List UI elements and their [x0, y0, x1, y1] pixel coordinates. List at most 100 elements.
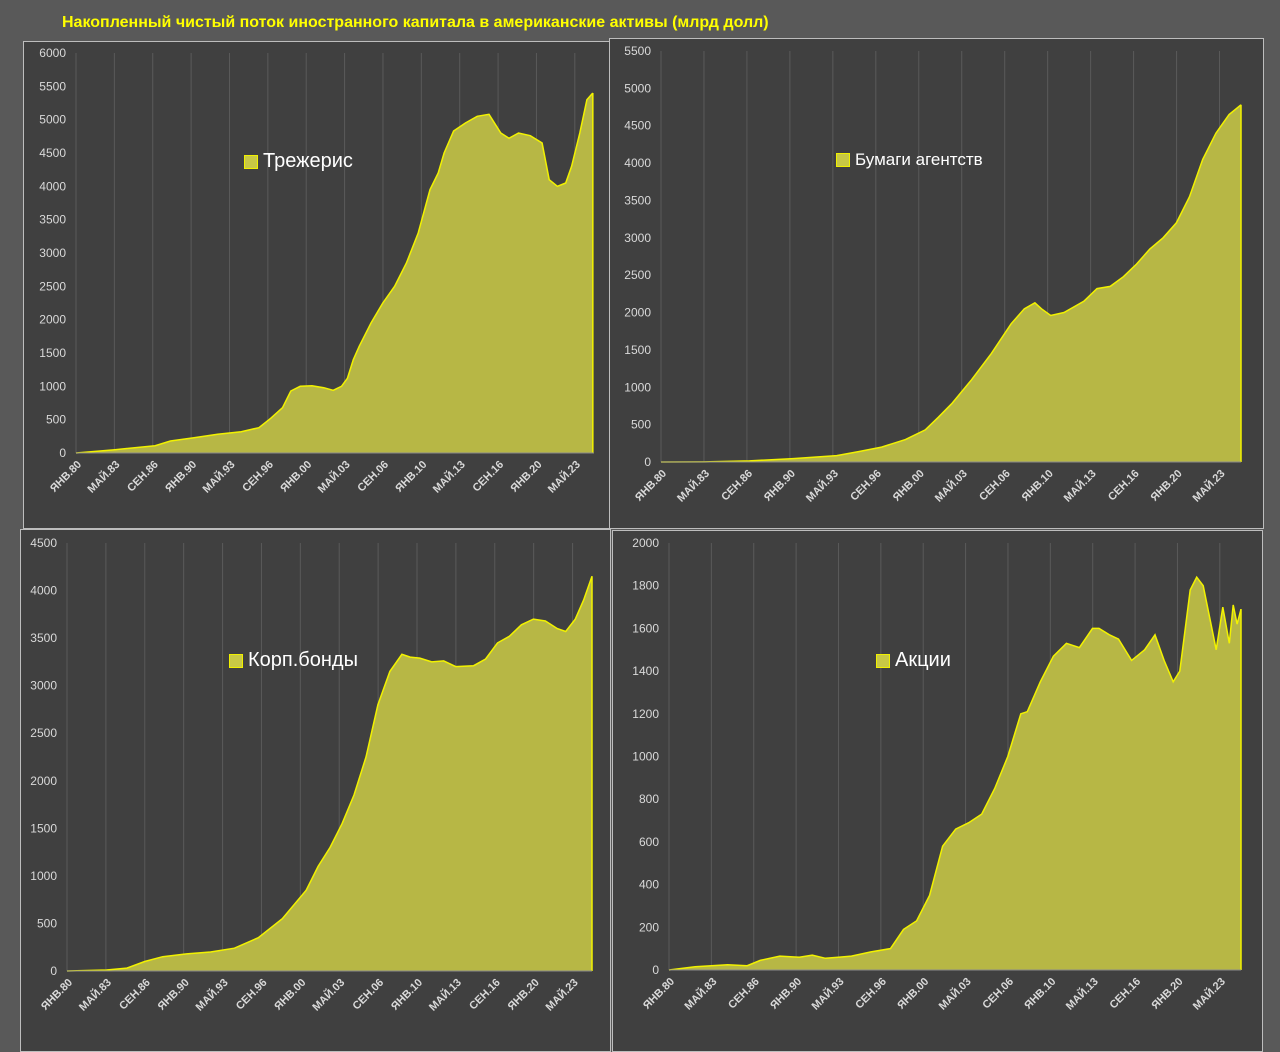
x-tick-label: МАЙ.83: [85, 458, 123, 496]
y-tick-label: 4500: [30, 536, 57, 550]
x-tick-label: ЯНВ.80: [48, 459, 84, 495]
y-tick-label: 1000: [30, 869, 57, 883]
x-tick-label: ЯНВ.00: [891, 468, 927, 504]
corporate-bonds-chart: 0 500 1000 1500 2000 2500 3000 3500 4000 4500 ЯНВ.…: [30, 536, 593, 1014]
equities-chart: 0 200 400 600 800 1000 1200 1400 1600 1800 2000 ЯНВ…: [632, 536, 1242, 1013]
y-tick-label: 800: [639, 792, 659, 806]
x-tick-label: ЯНВ.00: [895, 976, 931, 1012]
y-tick-label: 600: [639, 835, 659, 849]
chart-panel-agency: 0 500 1000 1500 2000 2500 3000 3500 4000 4500 5000…: [609, 38, 1264, 529]
y-tick-label: 3000: [624, 231, 651, 245]
x-tick-label: ЯНВ.90: [163, 459, 199, 495]
x-tick-label: ЯНВ.10: [1022, 976, 1058, 1012]
x-tick-label: ЯНВ.20: [1149, 976, 1185, 1012]
y-tick-label: 3500: [30, 631, 57, 645]
series-area: [67, 576, 592, 971]
page-title: Накопленный чистый поток иностранного ка…: [62, 14, 769, 31]
y-tick-label: 1000: [632, 750, 659, 764]
legend-swatch: [836, 153, 850, 167]
y-tick-label: 1800: [632, 579, 659, 593]
y-tick-label: 0: [59, 446, 66, 460]
x-tick-label: ЯНВ.00: [278, 459, 314, 495]
y-tick-label: 2000: [632, 536, 659, 550]
x-tick-label: МАЙ.23: [543, 976, 581, 1014]
x-tick-label: СЕН.96: [853, 976, 889, 1012]
x-tick-label: МАЙ.03: [310, 976, 348, 1014]
x-tick-label: ЯНВ.10: [389, 977, 425, 1013]
x-tick-label: СЕН.16: [467, 977, 503, 1013]
treasuries-legend: Трежерис: [244, 150, 353, 173]
x-tick-label: СЕН.06: [355, 459, 391, 495]
x-tick-label: МАЙ.93: [803, 467, 841, 505]
x-tick-label: СЕН.96: [234, 977, 270, 1013]
x-tick-label: СЕН.96: [848, 468, 884, 504]
x-tick-label: МАЙ.03: [932, 467, 970, 505]
y-tick-label: 4500: [39, 146, 66, 160]
y-tick-label: 1400: [632, 664, 659, 678]
y-tick-label: 4000: [39, 179, 66, 193]
x-tick-label: ЯНВ.80: [641, 976, 677, 1012]
x-tick-label: ЯНВ.80: [39, 977, 75, 1013]
series-line: [66, 576, 593, 972]
x-tick-label: ЯНВ.90: [768, 976, 804, 1012]
y-tick-label: 5500: [624, 44, 651, 58]
y-tick-label: 0: [644, 455, 651, 469]
y-tick-label: 4000: [30, 584, 57, 598]
y-tick-label: 500: [46, 413, 66, 427]
x-tick-label: ЯНВ.80: [633, 468, 669, 504]
x-tick-label: МАЙ.03: [315, 458, 353, 496]
legend-swatch: [229, 653, 243, 668]
x-tick-label: СЕН.86: [719, 468, 755, 504]
x-tick-label: СЕН.86: [125, 459, 161, 495]
x-tick-label: СЕН.86: [726, 976, 762, 1012]
x-tick-label: МАЙ.13: [1061, 467, 1099, 505]
y-tick-label: 5000: [624, 81, 651, 95]
y-tick-label: 3000: [39, 246, 66, 260]
chart-panel-corporate-bonds: 0 500 1000 1500 2000 2500 3000 3500 4000 4500 ЯНВ.…: [20, 529, 611, 1052]
x-tick-label: МАЙ.83: [682, 975, 720, 1013]
series-line: [75, 92, 594, 454]
x-tick-label: ЯНВ.20: [506, 977, 542, 1013]
x-tick-label: МАЙ.83: [674, 467, 712, 505]
series-area: [76, 93, 593, 453]
x-tick-label: МАЙ.93: [809, 975, 847, 1013]
x-tick-label: МАЙ.93: [193, 976, 231, 1014]
x-tick-label: ЯНВ.20: [508, 459, 544, 495]
x-tick-label: ЯНВ.20: [1149, 468, 1185, 504]
agency-legend: Бумаги агентств: [836, 150, 983, 170]
y-tick-label: 5500: [39, 79, 66, 93]
x-tick-label: СЕН.06: [980, 976, 1016, 1012]
series-line: [668, 575, 1242, 971]
x-tick-label: СЕН.96: [240, 459, 276, 495]
legend-label-equities: Акции: [895, 649, 951, 671]
x-tick-label: МАЙ.03: [936, 975, 974, 1013]
x-tick-label: ЯНВ.10: [1020, 468, 1056, 504]
y-tick-label: 1500: [39, 346, 66, 360]
y-tick-label: 200: [639, 920, 659, 934]
legend-label-corporate-bonds: Корп.бонды: [248, 649, 358, 671]
y-tick-label: 2000: [624, 306, 651, 320]
series-area: [669, 577, 1241, 970]
y-tick-label: 1500: [624, 343, 651, 357]
x-tick-label: МАЙ.13: [430, 458, 468, 496]
legend-swatch: [244, 154, 258, 169]
y-tick-label: 1000: [624, 380, 651, 394]
agency-chart: 0 500 1000 1500 2000 2500 3000 3500 4000 4500 5000…: [624, 44, 1242, 505]
y-tick-label: 400: [639, 878, 659, 892]
y-tick-label: 0: [50, 964, 57, 978]
y-tick-label: 5000: [39, 113, 66, 127]
x-tick-label: МАЙ.93: [200, 458, 238, 496]
treasuries-chart: 0 500 1000 1500 2000 2500 3000 3500 4000 4500 5000…: [39, 46, 594, 496]
x-tick-label: СЕН.86: [117, 977, 153, 1013]
series-area: [661, 104, 1241, 463]
y-tick-label: 2500: [624, 268, 651, 282]
x-tick-label: МАЙ.23: [1190, 467, 1228, 505]
legend-label-treasuries: Трежерис: [263, 150, 353, 172]
y-tick-label: 4000: [624, 156, 651, 170]
x-tick-label: ЯНВ.90: [156, 977, 192, 1013]
y-tick-label: 3500: [39, 213, 66, 227]
y-tick-label: 500: [37, 916, 57, 930]
y-tick-label: 1200: [632, 707, 659, 721]
y-tick-label: 4500: [624, 119, 651, 133]
y-tick-label: 2500: [39, 279, 66, 293]
